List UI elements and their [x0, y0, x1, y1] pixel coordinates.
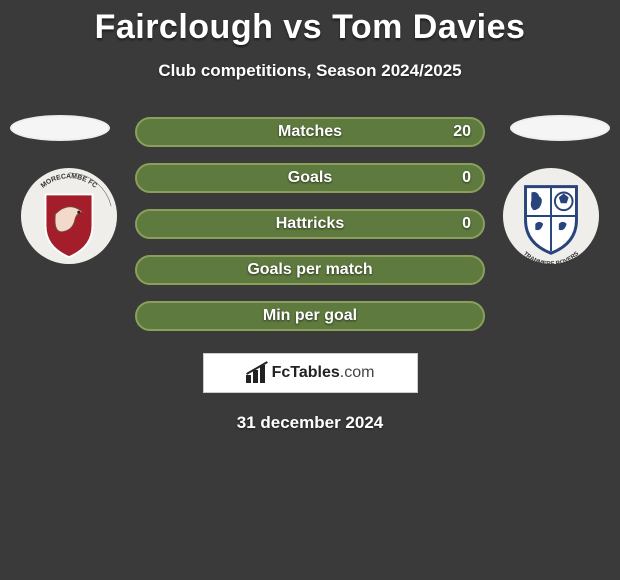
stat-bar: 0 Goals: [135, 163, 485, 193]
left-ellipse: [10, 115, 110, 141]
brand-badge: FcTables.com: [203, 353, 418, 393]
stat-label: Hattricks: [276, 215, 344, 233]
club-crest-right: TRANMERE ROVERS: [502, 167, 600, 265]
footer-date: 31 december 2024: [0, 413, 620, 433]
stat-bar: Goals per match: [135, 255, 485, 285]
stat-label: Goals per match: [247, 261, 372, 279]
bar-chart-icon: [246, 363, 268, 383]
right-ellipse: [510, 115, 610, 141]
stat-bar: 0 Hattricks: [135, 209, 485, 239]
shield-icon-left: MORECAMBE FC: [20, 167, 118, 265]
stat-right-value: 0: [462, 169, 471, 187]
stat-label: Min per goal: [263, 307, 357, 325]
stat-label: Matches: [278, 123, 342, 141]
stat-bars: 20 Matches 0 Goals 0 Hattricks Goals per match…: [135, 117, 485, 331]
stat-bar: Min per goal: [135, 301, 485, 331]
stat-label: Goals: [288, 169, 332, 187]
stat-right-value: 0: [462, 215, 471, 233]
page-title: Fairclough vs Tom Davies: [0, 0, 620, 47]
brand-text: FcTables.com: [272, 364, 375, 382]
stat-right-value: 20: [453, 123, 471, 141]
stat-bar: 20 Matches: [135, 117, 485, 147]
page-subtitle: Club competitions, Season 2024/2025: [0, 61, 620, 81]
club-crest-left: MORECAMBE FC: [20, 167, 118, 265]
comparison-content: MORECAMBE FC TRANMERE ROVERS 20 Matches 0 G…: [0, 117, 620, 433]
shield-icon-right: TRANMERE ROVERS: [502, 167, 600, 265]
